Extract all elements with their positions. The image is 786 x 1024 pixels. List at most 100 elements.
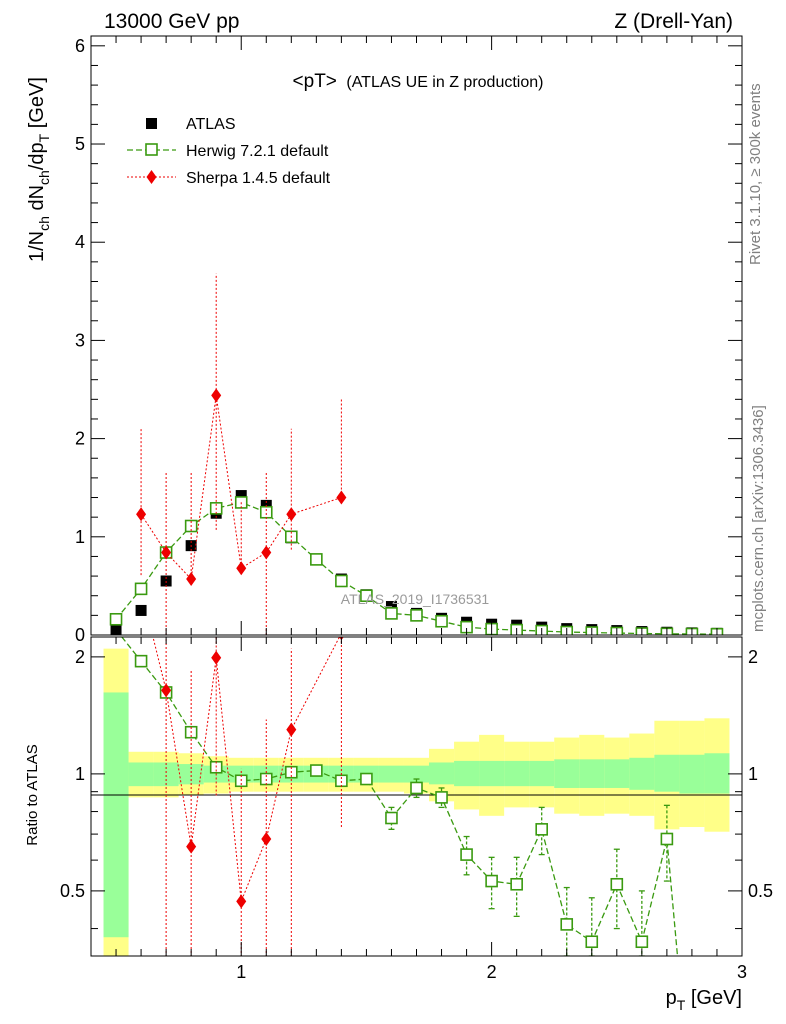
herwig-ratio-point (460, 848, 473, 861)
herwig-ratio-point (410, 781, 423, 795)
y-tick-label: 2 (75, 429, 85, 449)
herwig-ratio-point (310, 764, 323, 777)
sherpa-ratio-point (211, 650, 222, 665)
legend-atlas-marker (146, 118, 157, 129)
sherpa-line (140, 395, 342, 581)
x-tick-label: 2 (487, 962, 497, 982)
herwig-point (385, 607, 398, 620)
sherpa-ratio-point (261, 831, 272, 846)
herwig-ratio-point (610, 877, 624, 891)
ratio-y-tick-label: 1 (75, 764, 85, 784)
plot-title-sub: (ATLAS UE in Z production) (346, 74, 543, 91)
y-tick-label: 4 (75, 232, 85, 252)
atlas-point (235, 490, 247, 502)
ratio-xlabel: pT [GeV] (666, 987, 742, 1013)
sherpa-point (211, 388, 222, 403)
x-tick-label: 3 (737, 962, 747, 982)
legend-atlas-label: ATLAS (186, 116, 236, 133)
y-tick-label: 6 (75, 36, 85, 56)
band-green (153, 762, 179, 787)
y-tick-label: 0 (75, 625, 85, 645)
plot-title: <pT> (ATLAS UE in Z production) (293, 71, 544, 92)
atlas-point (385, 601, 397, 613)
ratio-y-tick-label-right: 0.5 (748, 881, 773, 901)
legend-sherpa-label: Sherpa 1.4.5 default (186, 170, 331, 187)
sherpa-point (236, 561, 247, 576)
band-green (403, 765, 430, 783)
herwig-point (360, 589, 373, 603)
herwig-ratio-point (660, 832, 674, 846)
herwig-ratio-line (121, 637, 142, 662)
legend-herwig-label: Herwig 7.2.1 default (186, 143, 329, 160)
band-green (679, 754, 705, 794)
sherpa-point (261, 545, 272, 560)
ratio-panel: 0.5 0.5 1 1 2 2 1 2 3 Ratio to ATLAS pT [GeV] (24, 636, 773, 1013)
ratio-y-tick-label: 2 (75, 647, 85, 667)
legend-herwig-marker (145, 143, 158, 156)
sherpa-point (286, 507, 297, 522)
atlas-point (135, 604, 147, 616)
herwig-point (134, 582, 148, 596)
ratio-ylabel: Ratio to ATLAS (24, 744, 41, 845)
herwig-point (335, 574, 348, 588)
band-green (378, 765, 404, 783)
plot-title-main: <pT> (293, 71, 337, 92)
band-green (479, 760, 505, 787)
band-green (604, 759, 630, 788)
herwig-point (435, 614, 448, 628)
herwig-ratio-point (585, 935, 599, 949)
rivet-label: Rivet 3.1.10, ≥ 300k events (747, 83, 764, 265)
header-process: Z (Drell-Yan) (614, 10, 733, 33)
atlas-point (160, 575, 172, 587)
band-green (504, 760, 530, 787)
band-green (529, 760, 555, 787)
main-panel: ATLAS_2019_I1736531 0 1 2 3 4 5 6 <pT> (ATLAS … (26, 35, 743, 645)
band-green (554, 759, 580, 788)
sherpa-point (186, 572, 197, 587)
herwig-point (310, 553, 323, 566)
band-green (454, 760, 480, 787)
herwig-ratio-point (385, 811, 398, 825)
herwig-point (109, 612, 123, 626)
herwig-point (410, 609, 423, 622)
herwig-ratio-point (510, 877, 523, 891)
herwig-ratio-point (560, 918, 574, 931)
main-ylabel: 1/Nch dNch/dpT [GeV] (26, 77, 52, 262)
ratio-y-tick-label-right: 2 (748, 647, 758, 667)
sherpa-ratio-line (152, 637, 341, 902)
y-tick-label: 5 (75, 134, 85, 154)
legend: ATLAS Herwig 7.2.1 default Sherpa 1.4.5 … (127, 116, 331, 187)
ratio-y-tick-label-right: 1 (748, 764, 758, 784)
sherpa-ratio-point (161, 683, 172, 698)
y-tick-label: 1 (75, 527, 85, 547)
band-green (579, 759, 605, 788)
herwig-point (259, 505, 273, 519)
herwig-ratio-point (360, 772, 373, 786)
band-green (704, 753, 730, 794)
herwig-ratio-point (485, 874, 498, 888)
band-green (429, 762, 455, 785)
sherpa-point (136, 507, 147, 522)
y-tick-label: 3 (75, 330, 85, 350)
sherpa-point (336, 490, 347, 505)
sherpa-point (161, 545, 172, 560)
band-green (654, 754, 680, 792)
mcplots-label: mcplots.cern.ch [arXiv:1306.3436] (750, 405, 767, 632)
herwig-ratio-point (134, 654, 148, 668)
band-green (128, 762, 154, 787)
sherpa-ratio-point (286, 722, 297, 737)
band-green (178, 764, 204, 785)
x-tick-label: 1 (236, 962, 246, 982)
ratio-y-tick-label: 0.5 (60, 881, 85, 901)
herwig-ratio-point (435, 791, 448, 804)
watermark: ATLAS_2019_I1736531 (341, 591, 490, 607)
band-green (103, 692, 129, 938)
sherpa-ratio-point (186, 839, 197, 854)
herwig-ratio-point (535, 823, 548, 836)
legend-sherpa-marker (146, 170, 157, 184)
header-energy: 13000 GeV pp (104, 10, 239, 33)
sherpa-ratio-point (236, 894, 247, 909)
herwig-ratio-point (635, 935, 649, 949)
herwig-ratio-point (335, 774, 348, 788)
